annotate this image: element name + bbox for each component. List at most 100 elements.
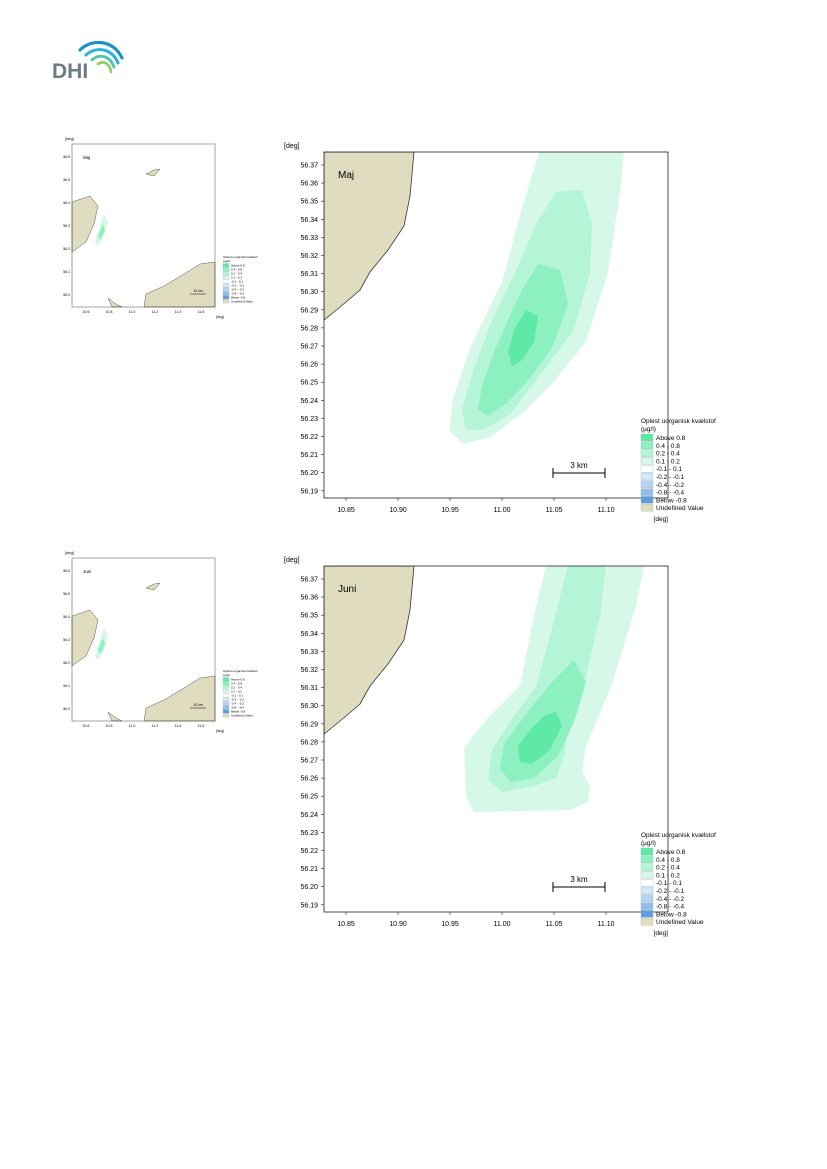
x-tick-label: 11.05	[546, 921, 563, 928]
y-tick-label: 56.21	[300, 866, 318, 873]
legend-swatch	[640, 480, 654, 488]
ov-legend-label: Below -0.8	[231, 296, 246, 300]
legend-label: -0.8 - -0.4	[656, 490, 685, 497]
ov-legend-label: -0.1 - 0.1	[231, 280, 243, 284]
plot-area	[324, 152, 668, 498]
y-tick-label: 56.36	[300, 181, 318, 188]
ov-y-tick-label: 56.0	[63, 707, 70, 711]
ov-x-tick-label: 11.2	[152, 310, 159, 314]
logo-wave-4	[96, 61, 113, 74]
y-tick-label: 56.35	[300, 199, 318, 206]
y-tick-label: 56.34	[300, 217, 318, 224]
legend-swatch	[640, 496, 654, 504]
ov-legend-label: -0.4 - -0.2	[231, 702, 244, 706]
legend-label: -0.8 - -0.4	[656, 904, 685, 911]
ov-x-tick-label: 11.6	[198, 310, 205, 314]
ov-x-tick-label: 11.4	[175, 310, 182, 314]
legend-label: -0.1 - 0.1	[656, 880, 682, 887]
legend-swatch	[640, 894, 654, 902]
ov-y-tick-label: 56.1	[63, 270, 70, 274]
plot-frame	[323, 151, 669, 499]
x-tick-label: 10.95	[441, 921, 459, 928]
ov-x-tick-label: 11.6	[198, 724, 205, 728]
ov-y-tick-label: 56.2	[63, 661, 70, 665]
plume-group	[324, 566, 644, 812]
legend-swatch	[640, 886, 654, 895]
ov-legend-swatch	[222, 693, 230, 698]
y-tick-label: 56.31	[300, 685, 318, 692]
ov-legend-swatch	[222, 287, 230, 292]
dhi-logo: DHI	[52, 40, 124, 82]
ov-y-tick-label: 56.2	[63, 247, 70, 251]
legend-label: 0.2 - 0.4	[656, 451, 680, 458]
x-tick-label: 10.90	[389, 921, 407, 928]
month-label: Maj	[338, 170, 354, 181]
x-tick-label: 11.10	[598, 507, 615, 514]
ov-month-label: Juni	[83, 569, 91, 574]
plume-contour	[508, 310, 538, 366]
legend-swatch	[640, 902, 654, 910]
ov-legend-label: 0.2 - 0.4	[231, 272, 242, 276]
y-tick-label: 56.23	[300, 416, 318, 423]
y-unit-label: [deg]	[284, 557, 300, 564]
ov-legend-label: 0.1 - 0.2	[231, 276, 242, 280]
legend-label: Undefined Value	[656, 919, 704, 926]
y-tick-label: 56.25	[300, 794, 318, 801]
y-tick-label: 56.34	[300, 631, 318, 638]
ov-x-tick-label: 10.8	[106, 310, 113, 314]
x-tick-label: 10.85	[337, 921, 355, 928]
y-tick-label: 56.26	[300, 776, 318, 783]
legend-label: -0.1 - 0.1	[656, 466, 682, 473]
ov-legend-swatch	[222, 275, 230, 280]
y-tick-label: 56.27	[300, 344, 318, 351]
y-tick-label: 56.27	[300, 758, 318, 765]
y-tick-label: 56.29	[300, 307, 318, 314]
x-tick-label: 11.05	[546, 507, 563, 514]
detail-map-maj: [deg] Maj 56.37 56.36 56.35 56.34 56.33 56.32 56…	[284, 143, 716, 523]
y-tick-label: 56.30	[300, 703, 318, 710]
logo-wave-2	[84, 48, 120, 65]
legend-label: -0.2 - -0.1	[656, 888, 685, 895]
ov-x-unit: [deg]	[216, 729, 224, 733]
ov-scale-bar-label: 10 km	[193, 703, 203, 707]
ov-plume-inner	[98, 224, 105, 240]
y-tick-label: 56.28	[300, 739, 318, 746]
y-tick-label: 56.24	[300, 398, 318, 405]
y-tick-label: 56.35	[300, 613, 318, 620]
ov-x-tick-label: 11.0	[129, 310, 136, 314]
ov-legend-label: -0.4 - -0.2	[231, 288, 244, 292]
legend-swatch	[640, 918, 654, 926]
ov-x-tick-label: 11.2	[152, 724, 159, 728]
legend-unit: (µg/l)	[641, 426, 656, 433]
y-tick-label: 56.26	[300, 362, 318, 369]
y-tick-label: 56.21	[300, 452, 318, 459]
ov-legend-label: -0.2 - -0.1	[231, 284, 244, 288]
ov-legend-swatch	[222, 267, 230, 272]
y-unit-label: [deg]	[284, 143, 300, 150]
legend-label: 0.1 - 0.2	[656, 458, 680, 465]
ov-plot	[71, 558, 216, 722]
y-tick-label: 56.37	[300, 577, 318, 584]
y-tick-label: 56.22	[300, 848, 318, 855]
legend-swatch	[640, 504, 654, 512]
month-label: Juni	[338, 584, 356, 595]
y-tick-label: 56.29	[300, 721, 318, 728]
ov-legend-swatch	[222, 697, 230, 702]
legend-label: 0.4 - 0.8	[656, 857, 680, 864]
ov-legend-swatch	[222, 271, 230, 276]
x-tick-label: 11.00	[494, 921, 511, 928]
ov-legend-label: 0.2 - 0.4	[231, 686, 242, 690]
y-tick-label: 56.31	[300, 271, 318, 278]
ov-y-tick-label: 56.6	[63, 569, 70, 573]
plot-area	[324, 566, 668, 912]
legend-swatch	[640, 472, 654, 481]
ov-x-tick-label: 10.6	[83, 724, 90, 728]
ov-y-tick-label: 56.0	[63, 293, 70, 297]
ov-legend-label: 0.4 - 0.8	[231, 268, 242, 272]
y-tick-label: 56.20	[300, 884, 318, 891]
ov-legend-label: -0.8 - -0.4	[231, 292, 244, 296]
legend-label: 0.4 - 0.8	[656, 443, 680, 450]
legend-swatch	[640, 433, 654, 442]
legend-swatch	[640, 863, 654, 871]
ov-legend-title: Oplest uorganisk kvælstof	[223, 669, 258, 673]
